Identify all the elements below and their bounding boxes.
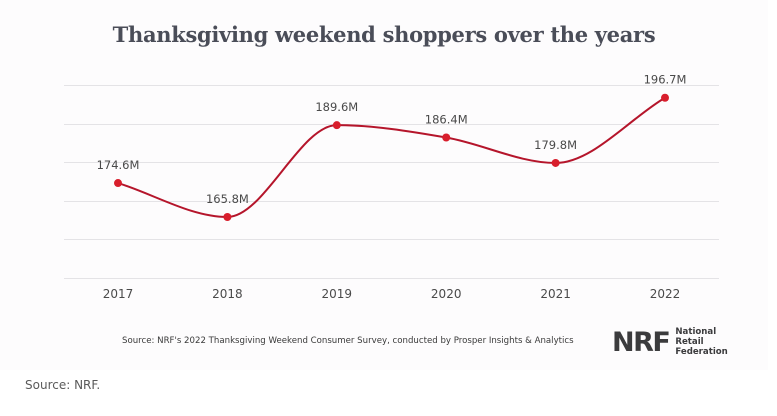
x-tick-label: 2017 xyxy=(103,287,134,301)
data-label: 174.6M xyxy=(97,158,140,172)
x-tick-label: 2018 xyxy=(212,287,243,301)
chart-card: Thanksgiving weekend shoppers over the y… xyxy=(64,22,728,357)
logo-line: Federation xyxy=(675,347,728,357)
chart-source-note: Source: NRF's 2022 Thanksgiving Weekend … xyxy=(122,336,574,346)
series-line-layer xyxy=(117,96,666,219)
data-label: 189.6M xyxy=(315,100,358,114)
nrf-logo: NRF National Retail Federation xyxy=(612,327,728,357)
data-label: 186.4M xyxy=(425,112,468,126)
line-chart: 174.6M 165.8M 189.6M 186.4M 179.8M 196.7M 201… xyxy=(64,73,719,301)
data-point xyxy=(442,133,451,142)
chart-title: Thanksgiving weekend shoppers over the y… xyxy=(112,22,656,47)
logo-line: Retail xyxy=(675,337,704,347)
logo-text: National Retail Federation xyxy=(675,327,727,357)
x-tick-label: 2022 xyxy=(650,287,681,301)
data-label: 196.7M xyxy=(644,73,687,87)
x-tick-label: 2020 xyxy=(431,287,462,301)
x-tick-label: 2019 xyxy=(322,287,353,301)
data-point xyxy=(223,213,232,222)
image-caption: Source: NRF. xyxy=(25,378,101,392)
markers xyxy=(114,93,669,222)
data-labels: 174.6M 165.8M 189.6M 186.4M 179.8M 196.7M xyxy=(97,73,687,206)
data-point xyxy=(551,158,560,167)
data-label: 179.8M xyxy=(534,138,577,152)
data-point xyxy=(332,121,341,130)
x-axis: 2017 2018 2019 2020 2021 2022 xyxy=(103,287,681,301)
logo-line: National xyxy=(675,327,717,337)
gridlines xyxy=(64,85,719,279)
data-label: 165.8M xyxy=(206,192,249,206)
series-line xyxy=(117,96,666,219)
logo-mark: NRF xyxy=(612,326,671,358)
data-point xyxy=(661,93,669,102)
x-tick-label: 2021 xyxy=(540,287,571,301)
data-point xyxy=(114,179,122,188)
